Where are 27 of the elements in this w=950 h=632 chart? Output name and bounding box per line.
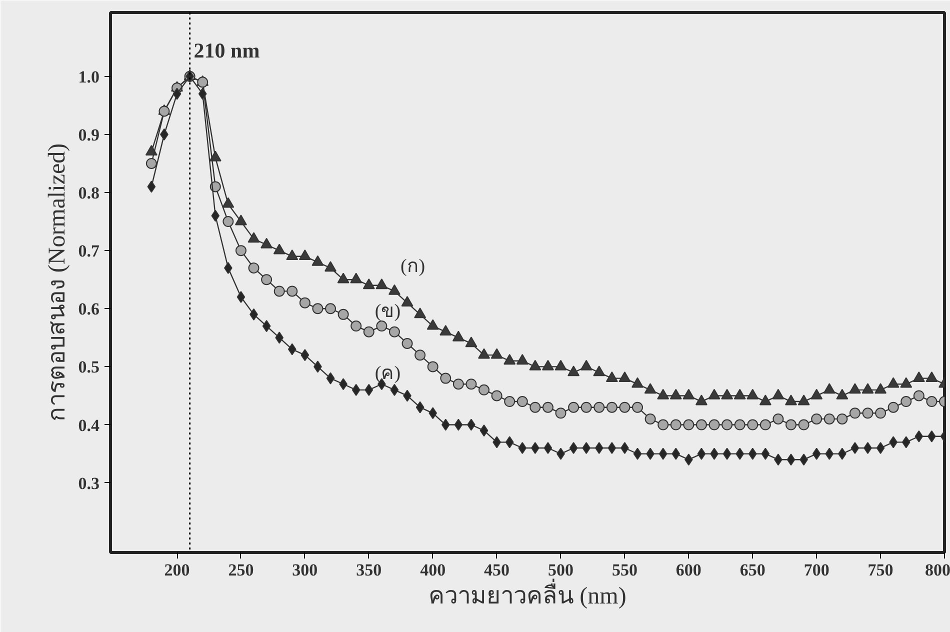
y-tick-label: 0.6 [78,300,100,319]
x-axis-title: ความยาวคลื่น (nm) [428,578,626,610]
x-tick-label: 250 [228,560,254,580]
x-tick-label: 400 [420,560,446,580]
y-tick-label: 0.3 [78,474,100,493]
y-tick-label: 0.8 [78,184,100,202]
y-tick-label: 0.9 [78,125,100,144]
y-tick-label: 0.4 [78,416,100,435]
y-axis-title: การตอบสนอง (Normalized) [44,143,70,422]
x-tick-label: 500 [548,560,574,580]
x-tick-label: 800 [925,560,950,580]
y-tick-label: 1.0 [78,67,100,86]
y-tick-label: 0.7 [78,242,100,261]
series-label: (ก) [400,256,426,278]
x-tick-label: 600 [676,560,702,580]
x-tick-label: 750 [868,560,894,580]
series-label: (ข) [374,300,401,322]
x-tick-label: 300 [292,560,318,580]
x-tick-label: 450 [484,560,510,580]
x-tick-label: 200 [164,560,190,580]
annotation: 210 nm [194,38,260,62]
x-tick-label: 550 [612,560,638,580]
x-tick-label: 700 [804,560,830,580]
y-tick-label: 0.5 [78,358,100,377]
x-tick-label: 350 [356,560,382,580]
x-tick-label: 650 [740,560,766,580]
series-label: (ค) [374,362,401,384]
